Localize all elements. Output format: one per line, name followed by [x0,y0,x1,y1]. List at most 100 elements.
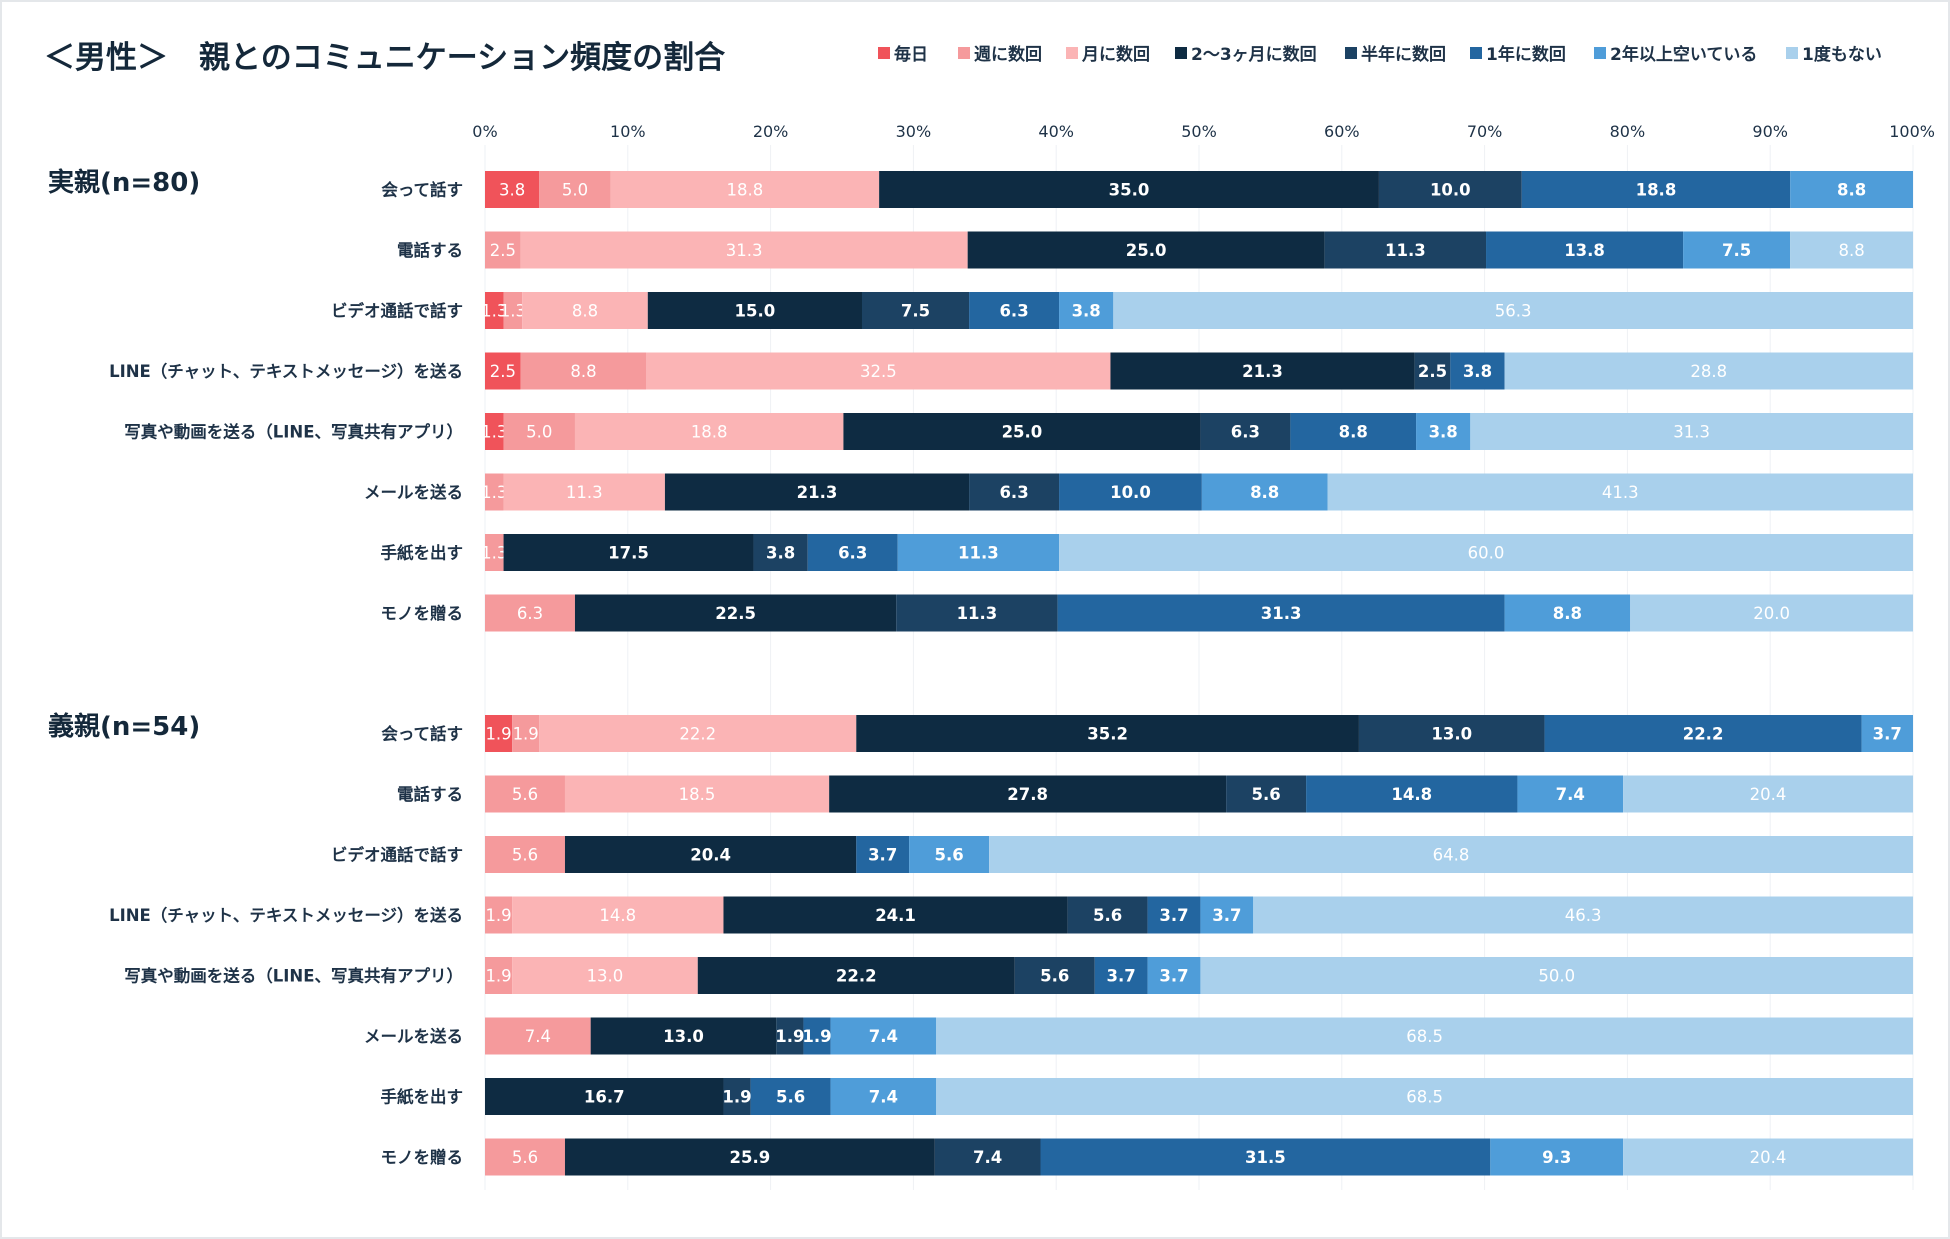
bar-segment [1094,957,1148,994]
data-label: 21.3 [1242,362,1283,381]
bar-segment [936,1017,1913,1055]
data-label: 41.3 [1602,483,1639,502]
data-label: 3.8 [1463,362,1492,381]
bar-segment [1200,413,1291,450]
bar-segment [896,594,1058,632]
data-label: 5.0 [562,181,588,200]
legend-swatch [1594,47,1606,59]
chart-groups: 実親(n=80) 会って話す電話するビデオ通話で話すLINE（チャット、テキストメ… [48,167,463,1167]
data-label: 22.5 [715,604,756,623]
data-label: 20.4 [1750,1148,1787,1167]
bar-segment [512,715,540,752]
x-tick-label: 70% [1467,122,1503,141]
x-tick-label: 80% [1610,122,1646,141]
data-label: 18.8 [1636,181,1677,200]
bar-segment [1790,231,1913,269]
bar-segment [936,1078,1913,1115]
bar-segment [1057,594,1505,632]
legend-label: 半年に数回 [1361,44,1446,65]
legend-swatch [1470,47,1482,59]
data-label: 18.8 [727,181,764,200]
data-label: 31.5 [1245,1148,1286,1167]
category-label: 手紙を出す [381,1087,464,1107]
category-label: LINE（チャット、テキストメッセージ）を送る [109,361,463,381]
bar-segment [1504,594,1631,632]
data-label: 7.5 [1722,241,1751,260]
legend-label: 2年以上空いている [1610,44,1757,65]
category-label: メールを送る [364,482,463,502]
data-label: 1.3 [481,302,507,321]
bar-segment [574,594,897,632]
data-label: 68.5 [1406,1027,1443,1046]
data-label: 20.4 [690,846,731,865]
data-label: 6.3 [838,544,867,563]
bar-segment [512,957,698,994]
category-label: 写真や動画を送る（LINE、写真共有アプリ） [124,966,463,986]
bar-segment [753,534,808,571]
bar-segment [520,352,647,390]
data-label: 8.8 [1838,241,1864,260]
bars: 3.85.018.835.010.018.88.80.02.531.325.01… [481,171,1936,1176]
data-label: 24.1 [875,906,916,925]
bar-segment [485,836,565,873]
bar-segment [1861,715,1913,752]
bar-segment [564,836,857,873]
bar-segment [539,715,857,752]
data-label: 56.3 [1495,302,1532,321]
x-axis-ticks: 0% 10% 20% 30% 40% 50% 60% 70% 80% 90% 100% [472,122,1935,141]
legend-label: 1度もない [1802,44,1882,65]
data-label: 3.8 [766,544,795,563]
data-label: 5.6 [1040,967,1069,986]
bar-segment [1470,413,1913,450]
category-label: 会って話す [381,180,463,200]
data-label: 1.9 [802,1027,831,1046]
data-label: 60.0 [1468,544,1505,563]
bar-segment [485,594,575,632]
data-label: 11.3 [958,544,999,563]
bar-segment [485,1017,591,1055]
bar-segment [879,171,1379,208]
data-label: 18.5 [679,785,716,804]
data-label: 10.0 [1430,181,1471,200]
data-label: 1.9 [775,1027,804,1046]
bar-segment [1486,231,1684,269]
data-label: 2.5 [1418,362,1447,381]
data-label: 7.4 [869,1088,898,1107]
bar-segment [830,1017,937,1055]
bar-segment [1630,594,1913,632]
x-tick-label: 30% [896,122,932,141]
data-label: 1.3 [481,423,507,442]
x-tick-label: 10% [610,122,646,141]
bar-segment [485,231,521,269]
bar-segment [485,715,513,752]
data-label: 31.3 [1673,423,1710,442]
bar-segment [803,1017,831,1055]
data-label: 1.3 [500,302,526,321]
bar-segment [750,1078,831,1115]
bar-segment [1327,473,1913,511]
data-label: 1.9 [485,906,511,925]
bar-segment [1544,715,1862,752]
bar-segment [1110,352,1415,390]
bar-segment [1040,1138,1491,1176]
data-label: 0. [1920,181,1936,200]
x-tick-label: 0% [472,122,497,141]
bar-segment [934,1138,1041,1176]
category-label: 会って話す [381,724,463,744]
category-label: 手紙を出す [381,543,464,563]
bar-segment [664,473,970,511]
bar-segment [485,171,540,208]
data-label: 0. [1918,725,1934,744]
bar-segment [969,473,1060,511]
data-label: 27.8 [1007,785,1048,804]
data-label: 15.0 [735,302,776,321]
bar-segment [1200,896,1254,934]
data-label: 13.0 [1431,725,1472,744]
data-label: 7.4 [525,1027,551,1046]
bar-segment [1521,171,1791,208]
bar-segment [522,292,648,329]
bar-segment [1358,715,1545,752]
data-label: 3.8 [1072,302,1101,321]
bar-segment [610,171,880,208]
bar-segment [1324,231,1487,269]
